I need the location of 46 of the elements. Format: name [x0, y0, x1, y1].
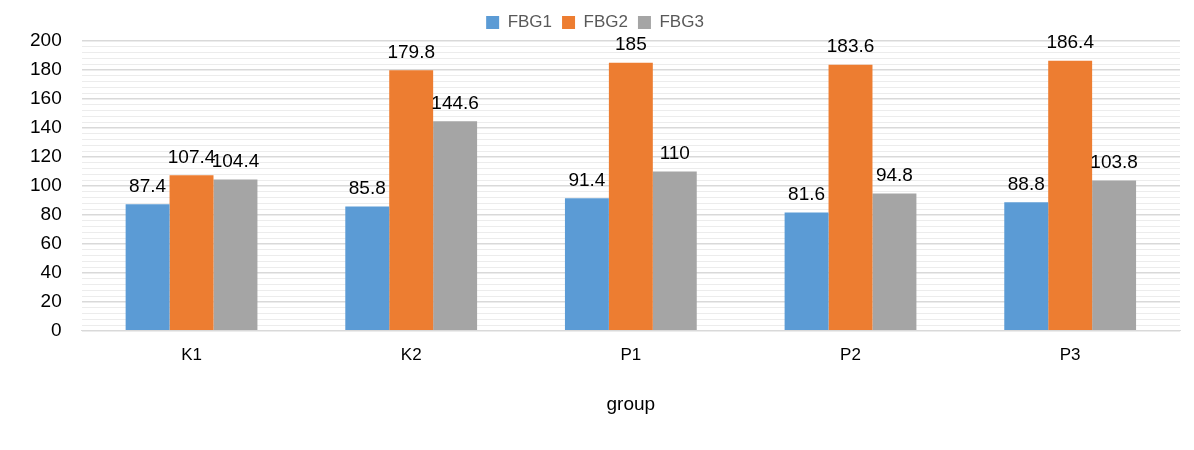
bar [652, 171, 697, 331]
y-tick-label: 200 [30, 29, 62, 51]
data-label: 87.4 [129, 174, 167, 196]
x-tick-label: P1 [620, 344, 642, 364]
y-tick-label: 40 [40, 261, 62, 283]
data-label: 85.8 [348, 177, 386, 199]
data-label: 81.6 [788, 183, 826, 205]
data-label: 110 [659, 142, 690, 164]
x-tick-label: K1 [181, 344, 202, 364]
y-tick-label: 80 [40, 203, 62, 225]
legend-label: FBG1 [507, 12, 553, 32]
x-tick-label: K2 [400, 344, 422, 364]
y-tick-label: 120 [30, 145, 62, 167]
bar [389, 70, 434, 331]
data-label: 186.4 [1046, 31, 1095, 53]
y-tick-label: 20 [40, 290, 62, 312]
y-tick-label: 100 [30, 174, 62, 196]
data-label: 88.8 [1007, 172, 1045, 194]
y-tick-label: 60 [40, 232, 62, 254]
legend-label: FBG2 [583, 12, 628, 32]
bar [169, 175, 214, 331]
bar [125, 204, 170, 331]
y-tick-label: 160 [30, 87, 62, 109]
data-label: 94.8 [875, 164, 913, 186]
y-tick-label: 140 [30, 116, 62, 138]
legend-label: FBG3 [659, 12, 704, 32]
bar [872, 193, 917, 331]
data-label: 183.6 [826, 35, 875, 57]
bar [1092, 180, 1137, 331]
bar [345, 206, 390, 331]
bar [828, 64, 873, 331]
bar [1004, 202, 1049, 331]
y-tick-label: 0 [51, 319, 62, 341]
y-tick-label: 180 [30, 58, 62, 80]
data-label: 185 [615, 33, 647, 55]
data-label: 91.4 [568, 169, 606, 191]
bar [608, 62, 653, 331]
bar [564, 198, 609, 331]
bar [433, 121, 478, 331]
x-tick-label: P2 [840, 344, 861, 364]
x-tick-label: P3 [1059, 344, 1081, 364]
bar [1048, 60, 1093, 331]
x-axis-title: group [606, 392, 656, 414]
data-label: 179.8 [387, 41, 435, 62]
bar [213, 179, 258, 331]
bar [784, 212, 829, 331]
